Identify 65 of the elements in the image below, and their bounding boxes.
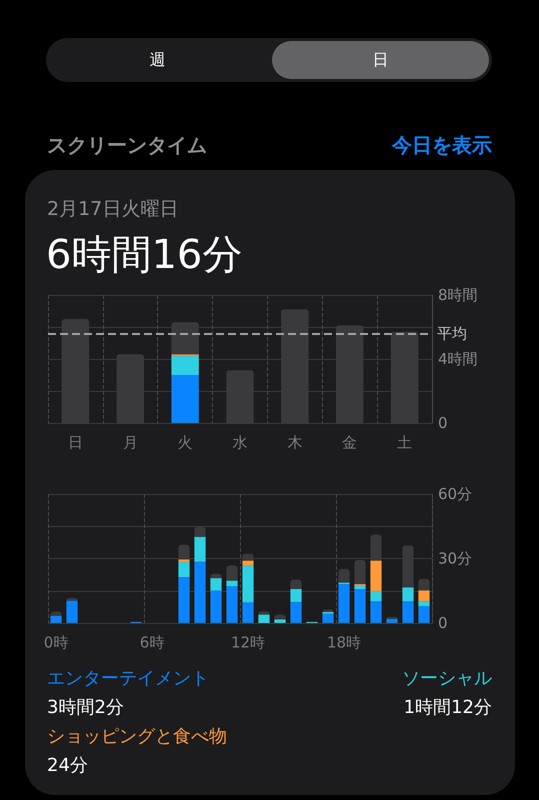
bar (290, 589, 302, 602)
bar (242, 566, 254, 602)
bar (178, 576, 190, 623)
bar (418, 606, 430, 623)
text: エンターテイメント (47, 668, 209, 689)
bar (338, 569, 350, 583)
bar (194, 562, 206, 623)
y-tick-label: 0 (438, 414, 448, 432)
chart-title: 6時間16分 (46, 232, 242, 278)
x-tick-label: 18時 (326, 634, 362, 652)
bar (50, 616, 62, 623)
bar (274, 620, 286, 623)
text: ソーシャル (402, 668, 492, 689)
bar (322, 614, 334, 623)
bar (258, 614, 270, 623)
bar (370, 601, 382, 623)
text: スクリーンタイム (47, 133, 207, 157)
bar (338, 584, 350, 623)
bar (290, 602, 302, 623)
text: 24分 (47, 755, 88, 776)
y-tick-label: 30分 (438, 550, 472, 568)
bar (194, 537, 206, 562)
bar (178, 559, 190, 562)
bar (370, 560, 382, 592)
ref-line-label: 平均 (437, 324, 467, 342)
bar (226, 566, 238, 581)
bar (290, 580, 302, 590)
chart-subtitle: 2月17日火曜日 (47, 198, 178, 220)
bar (354, 589, 366, 623)
y-tick-label: 4時間 (438, 350, 478, 368)
bar (226, 586, 238, 623)
text: ショッピングと食べ物 (47, 726, 227, 747)
bar (171, 375, 199, 423)
bar (226, 580, 238, 586)
bar (418, 590, 430, 602)
x-tick-label: 6時 (140, 634, 164, 652)
bar (402, 587, 414, 602)
segmented-control[interactable]: 週 日 (46, 38, 492, 82)
bar (210, 590, 222, 623)
bar (402, 601, 414, 623)
bar (171, 356, 199, 375)
y-tick-label: 60分 (438, 485, 472, 503)
bar (66, 600, 78, 623)
x-tick-label: 土 (397, 434, 412, 452)
bar (370, 591, 382, 602)
x-tick-label: 木 (287, 434, 302, 452)
x-tick-label: 月 (122, 434, 138, 452)
bar (210, 578, 222, 591)
x-tick-label: 日 (68, 434, 83, 452)
bar (242, 602, 254, 623)
x-tick-label: 12時 (230, 634, 266, 652)
bar (178, 562, 190, 577)
x-tick-label: 金 (342, 434, 358, 452)
y-tick-label: 8時間 (438, 286, 478, 304)
bar (354, 586, 366, 590)
text: 今日を表示 (392, 133, 492, 157)
x-tick-label: 水 (232, 434, 248, 452)
text: 1時間12分 (404, 697, 492, 718)
bar (386, 618, 398, 623)
x-tick-label: 火 (178, 434, 193, 452)
bar (418, 578, 430, 590)
y-tick-label: 0 (438, 614, 448, 632)
text: 3時間2分 (47, 697, 124, 718)
bar (242, 560, 254, 566)
x-tick-label: 0時 (44, 634, 68, 652)
